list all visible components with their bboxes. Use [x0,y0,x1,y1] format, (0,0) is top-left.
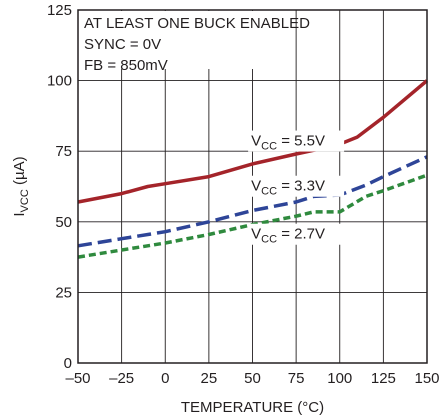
x-tick-label: –50 [65,370,90,387]
x-tick-labels: –50 –25 0 25 50 75 100 125 150 [65,370,439,387]
y-tick-labels: 0 25 50 75 100 125 [47,2,72,372]
x-axis-title: TEMPERATURE (°C) [181,399,324,416]
y-axis-title-unit: (µA) [11,156,28,189]
series-line [77,79,429,204]
x-tick-label: 125 [371,370,396,387]
annotation-block: AT LEAST ONE BUCK ENABLED SYNC = 0V FB = 8… [79,11,310,74]
x-tick-label: 75 [288,370,305,387]
series-layer: VCC = 5.5V VCC = 3.3V VCC = 2.7V [77,79,429,259]
y-tick-label: 100 [47,73,72,90]
series-label: VCC = 3.3V [251,178,325,198]
series-label: VCC = 5.5V [251,133,325,153]
annotation-background [79,11,284,69]
annotation-line: FB = 850mV [84,57,168,74]
plot-frame [77,9,428,364]
x-tick-label: 100 [327,370,352,387]
x-tick-label: 50 [244,370,261,387]
y-tick-label: 50 [55,214,72,231]
x-tick-label: 150 [414,370,439,387]
y-tick-label: 75 [55,143,72,160]
y-axis-title: IVCC (µA) [11,156,31,216]
series-label-background [248,223,345,245]
y-axis-title-main: I [11,212,28,216]
x-tick-label: –25 [109,370,134,387]
series-label: VCC = 2.7V [251,226,325,246]
series-label-background [248,175,345,197]
series-label-background [248,130,345,152]
annotation-line: SYNC = 0V [84,36,161,53]
x-tick-label: 0 [161,370,169,387]
y-tick-label: 25 [55,284,72,301]
x-tick-label: 25 [201,370,218,387]
y-tick-label: 0 [64,355,72,372]
series-line [77,173,428,259]
series-line [77,155,428,248]
annotation-line: AT LEAST ONE BUCK ENABLED [84,15,310,32]
y-tick-label: 125 [47,2,72,19]
y-axis-title-sub: VCC [19,189,31,212]
